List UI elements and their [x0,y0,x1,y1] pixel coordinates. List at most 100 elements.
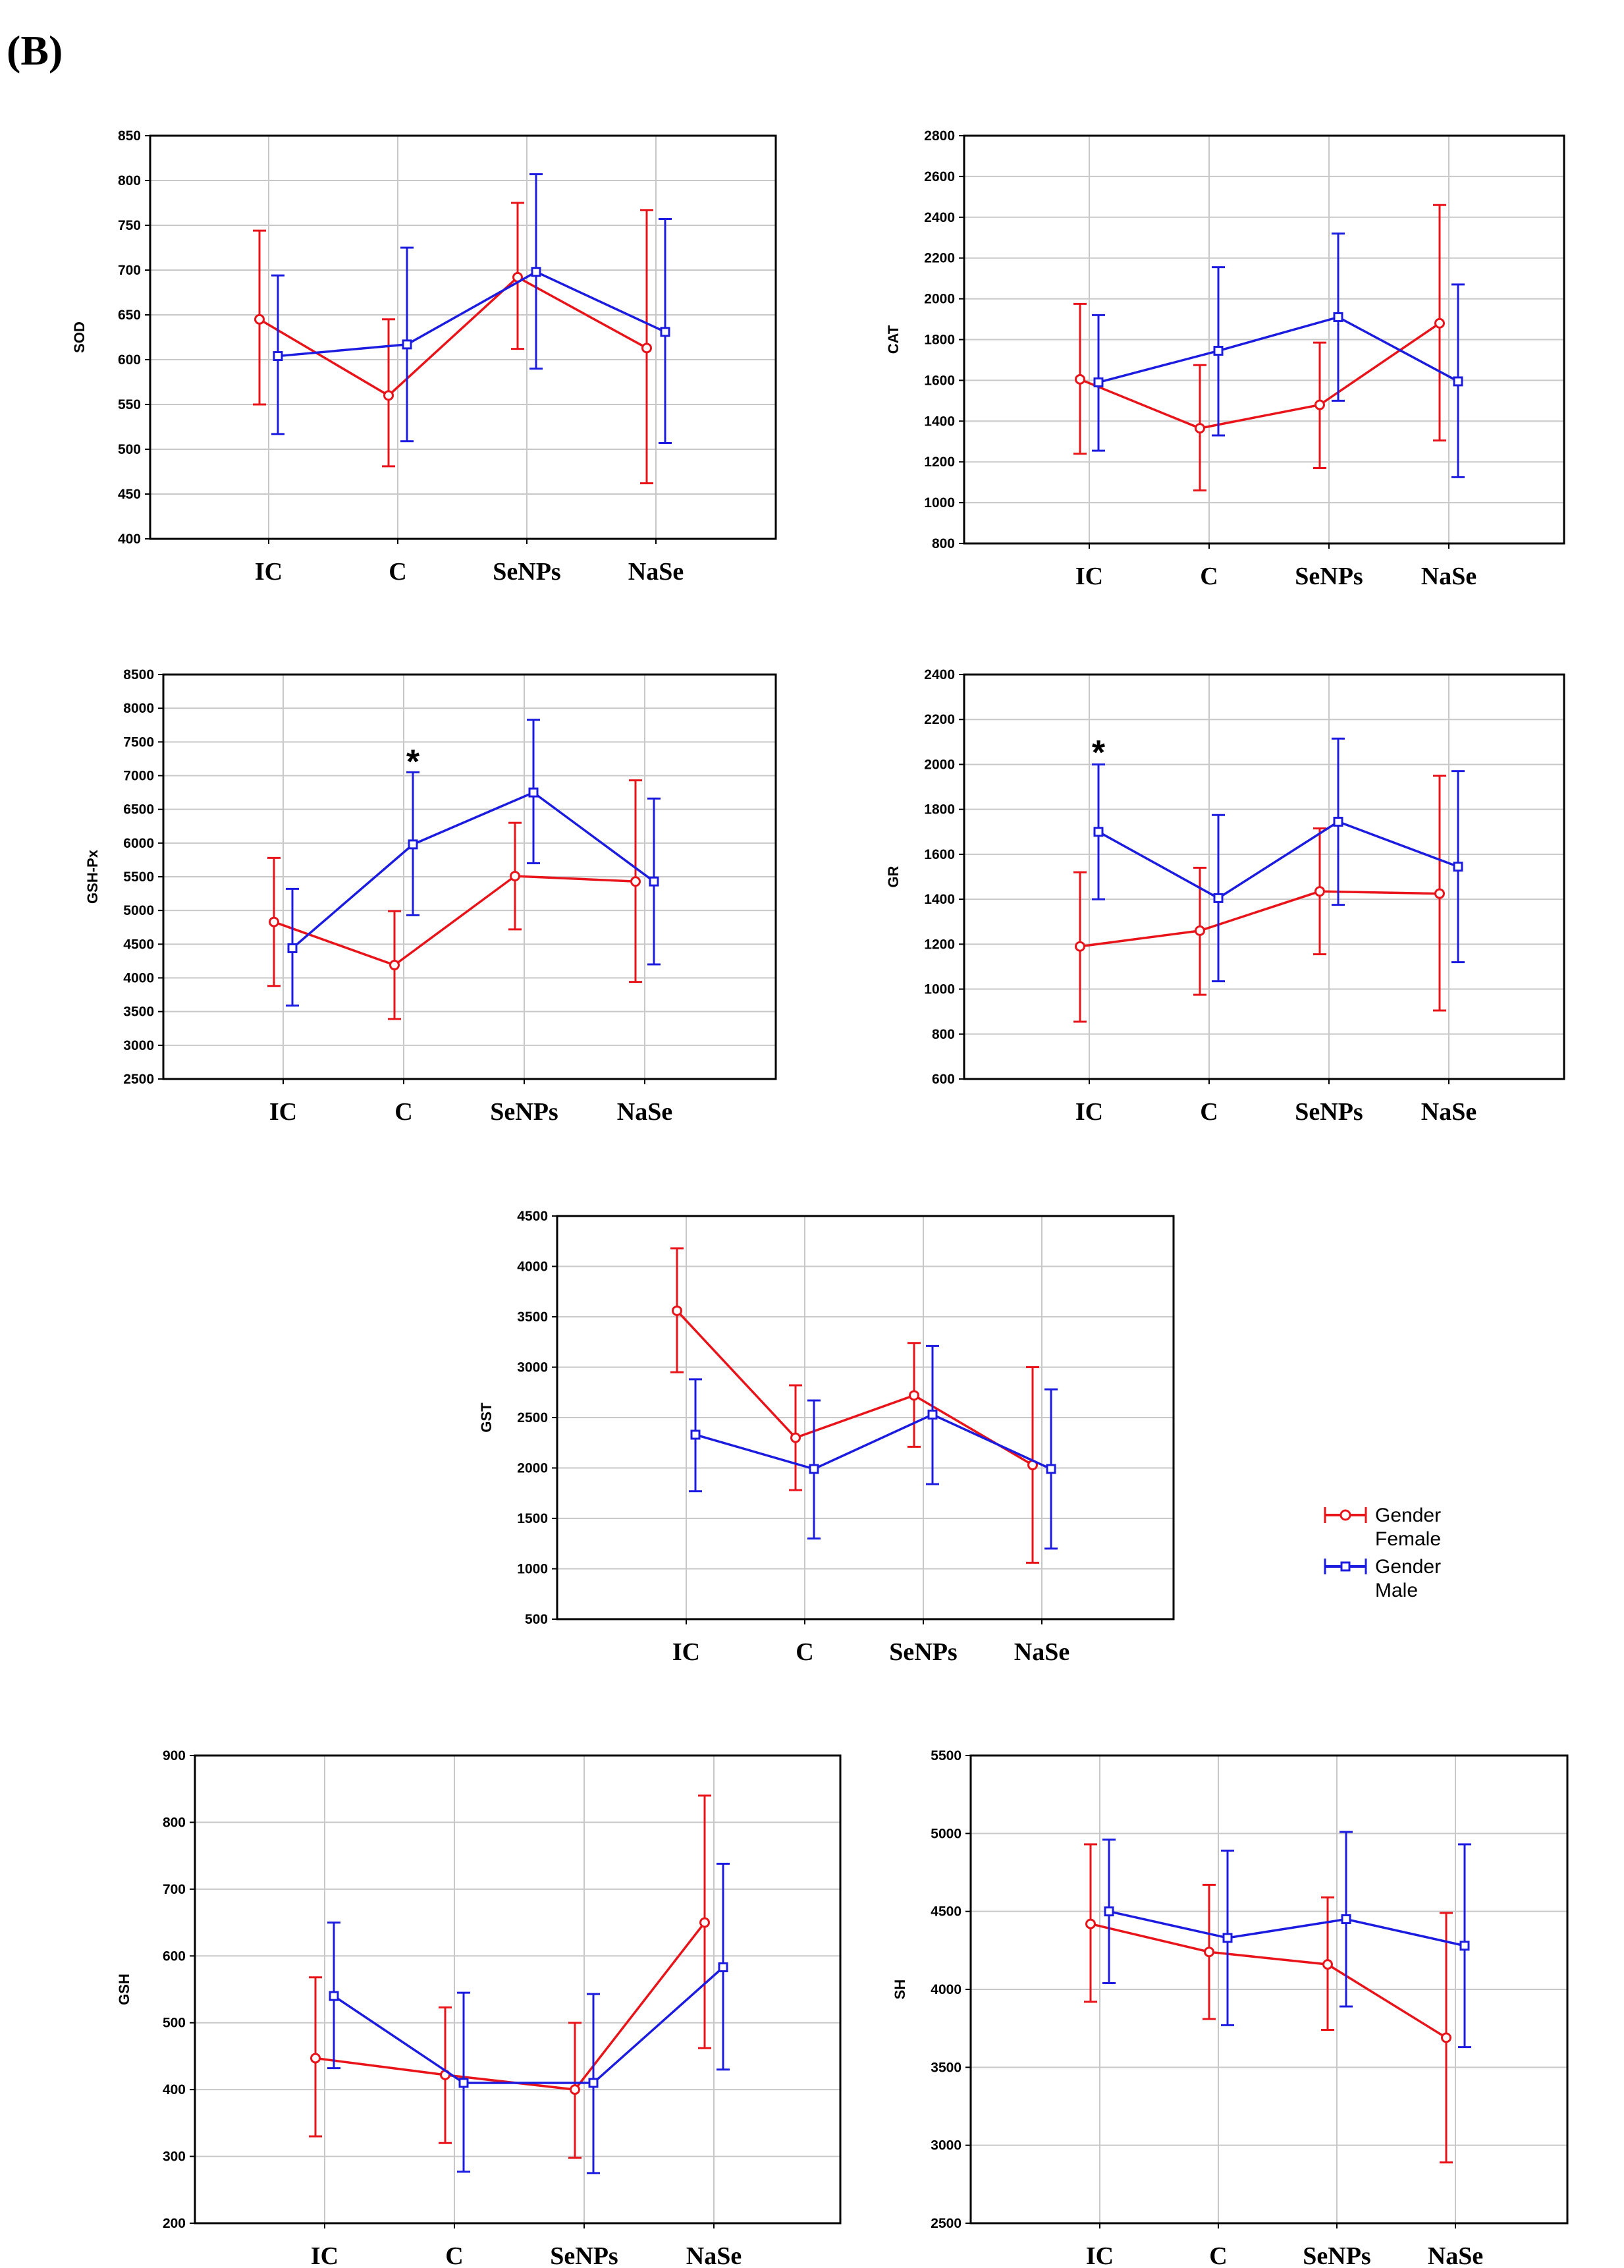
data-point [1213,346,1224,356]
y-tick-label: 6500 [123,802,154,817]
data-point [254,314,265,325]
series-female [253,202,653,485]
x-tick-label: NaSe [628,558,684,586]
y-tick-label: 3000 [517,1360,548,1375]
y-tick-label: 600 [932,1072,955,1087]
series-line [273,875,636,967]
data-point [1213,893,1224,903]
data-point [1093,827,1104,837]
data-point [1453,862,1463,872]
y-tick-label: 5500 [931,1748,961,1763]
series-line [291,791,655,949]
series-male [1092,233,1465,478]
x-tick-label: SeNPs [1303,2242,1370,2268]
y-tick-label: 1400 [924,414,955,429]
y-tick-label: 8500 [123,667,154,682]
x-tick-label: IC [269,1098,297,1126]
y-tick-label: 500 [163,2016,186,2031]
legend-marker [1340,1509,1351,1521]
y-tick-label: 4000 [123,971,154,986]
data-point [273,351,283,362]
y-tick-label: 2500 [123,1072,154,1087]
data-point [1075,941,1085,952]
plot-frame [556,1215,1175,1620]
x-tick-label: NaSe [686,2242,742,2268]
x-tick-label: C [1200,563,1218,590]
gshpx-chart: 2500 3000 3500 4000 4500 5000 5500 6000 6500 7000… [84,667,777,1126]
x-tick-label: IC [1086,2242,1114,2268]
y-tick-label: 3500 [517,1310,548,1325]
data-point [269,916,279,927]
data-point [510,870,520,881]
x-tick-label: SeNPs [493,558,560,586]
data-point [528,787,539,798]
data-point [1204,1947,1214,1958]
x-tick-label: C [1200,1098,1218,1126]
x-tick-label: C [394,1098,412,1126]
data-point [1093,377,1104,387]
data-point [287,943,298,953]
y-axis-title: SH [892,1979,908,2000]
y-tick-label: 1000 [924,982,955,997]
y-axis-title: CAT [885,325,902,354]
plot-area [964,675,1564,1079]
y-tick-label: 2000 [924,292,955,307]
x-tick-label: IC [311,2242,338,2268]
y-tick-label: 800 [932,1027,955,1042]
significance-marker: * [406,743,420,781]
x-tick-label: SeNPs [889,1638,957,1666]
series-male [689,1344,1058,1550]
data-point [1085,1918,1096,1929]
data-point [570,2084,580,2095]
data-point [1314,399,1325,410]
data-point [1222,1933,1233,1943]
series-female [670,1247,1039,1564]
series-line [333,1966,724,2084]
gsh-chart: 200 300 400 500 600 700 800 900 IC C SeNPs NaSe GSH [116,1748,842,2268]
data-point [927,1409,938,1420]
y-tick-label: 3500 [931,2060,961,2075]
x-tick-label: SeNPs [550,2242,618,2268]
data-point [588,2078,599,2088]
y-axis-title: GSH-Px [84,849,101,904]
plot-frame [969,1754,1569,2225]
data-point [718,1962,728,1973]
panel-label: (B) [7,27,63,74]
y-tick-label: 4000 [517,1259,548,1275]
series-male [1102,1831,1471,2049]
y-tick-label: 200 [163,2216,186,2231]
data-point [329,1991,339,2001]
data-point [402,339,412,350]
data-point [809,1464,819,1474]
y-tick-label: 1000 [517,1562,548,1577]
y-tick-label: 4500 [517,1209,548,1224]
plot-frame [162,673,777,1080]
gst-chart: 500 1000 1500 2000 2500 3000 3500 4000 4500 IC C Se… [478,1209,1175,1666]
y-tick-label: 5000 [123,903,154,918]
data-point [672,1305,682,1316]
y-tick-label: 1000 [924,495,955,511]
data-point [1434,318,1445,329]
series-line [1079,322,1440,429]
y-tick-label: 4000 [931,1982,961,1997]
y-tick-label: 400 [118,532,141,547]
x-tick-label: NaSe [1428,2242,1483,2268]
x-tick-label: NaSe [1421,1098,1476,1126]
plot-area [195,1756,840,2223]
series-line [1108,1910,1465,1947]
x-tick-label: IC [672,1638,700,1666]
data-point [1434,888,1445,899]
plot-frame [963,673,1565,1080]
x-tick-label: NaSe [617,1098,672,1126]
y-tick-label: 800 [163,1815,186,1830]
plot-frame [963,134,1565,545]
data-point [660,327,670,337]
y-tick-label: 900 [163,1748,186,1763]
data-point [383,390,394,401]
y-tick-label: 500 [118,442,141,457]
x-tick-label: SeNPs [1295,1098,1363,1126]
y-tick-label: 650 [118,308,141,323]
data-point [1195,925,1205,936]
